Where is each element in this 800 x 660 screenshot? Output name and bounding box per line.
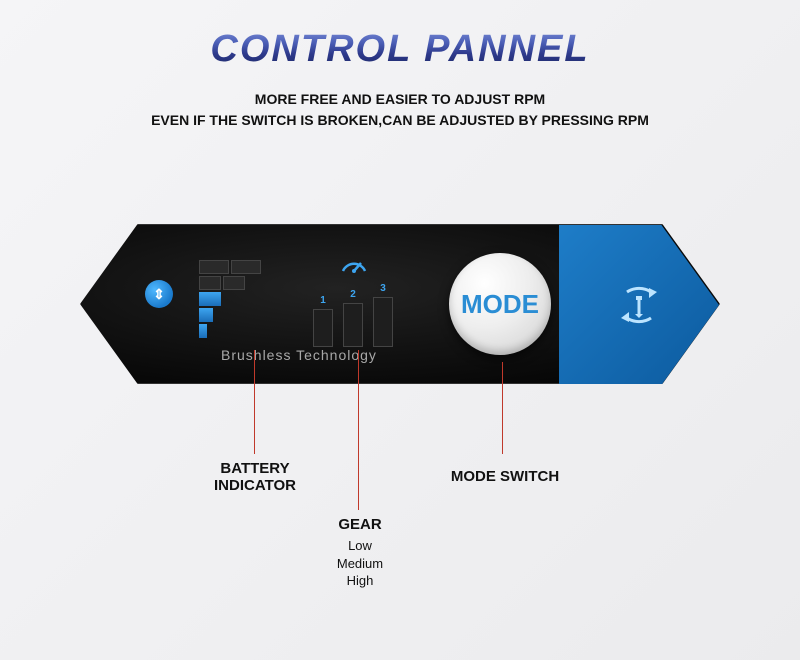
brushless-text: Brushless Technology: [221, 347, 377, 363]
screw-icon: ⇕: [145, 280, 173, 308]
callout-mode-label: MODE SWITCH: [451, 468, 559, 485]
battery-bar-5b: [231, 260, 261, 274]
callout-gear: GEAR Low Medium High: [320, 516, 400, 590]
callout-gear-medium: Medium: [320, 555, 400, 573]
callout-gear-sublist: Low Medium High: [320, 537, 400, 590]
battery-indicator: [199, 260, 261, 338]
callout-battery: BATTERY INDICATOR: [190, 460, 320, 494]
gauge-icon: [339, 255, 369, 280]
gear-bar-3: [373, 297, 393, 347]
control-panel-graphic: ⇕ 1: [80, 224, 720, 384]
screw-icon-glyph: ⇕: [153, 286, 165, 303]
callout-line-gear: [358, 350, 359, 510]
gear-num-1: 1: [320, 295, 326, 306]
panel-body: ⇕ 1: [80, 224, 720, 384]
callout-gear-label: GEAR: [320, 516, 400, 533]
callout-gear-high: High: [320, 572, 400, 590]
gear-col-1: 1: [313, 295, 333, 347]
battery-bar-3: [199, 292, 221, 306]
subtitle-line-1: MORE FREE AND EASIER TO ADJUST RPM: [0, 89, 800, 110]
gear-bar-1: [313, 309, 333, 347]
battery-bar-1: [199, 324, 207, 338]
gear-num-2: 2: [350, 289, 356, 300]
page-title: CONTROL PANNEL: [0, 28, 800, 71]
gear-indicator: 1 2 3: [313, 283, 393, 347]
callout-battery-l1: BATTERY: [190, 460, 320, 477]
callout-line-mode: [502, 362, 503, 454]
right-blue-section: [559, 225, 719, 385]
battery-bar-4a: [199, 276, 221, 290]
battery-bar-4b: [223, 276, 245, 290]
callout-line-battery: [254, 350, 255, 454]
gear-col-3: 3: [373, 283, 393, 347]
subtitle: MORE FREE AND EASIER TO ADJUST RPM EVEN …: [0, 89, 800, 131]
battery-bar-5a: [199, 260, 229, 274]
subtitle-line-2: EVEN IF THE SWITCH IS BROKEN,CAN BE ADJU…: [0, 110, 800, 131]
callout-gear-low: Low: [320, 537, 400, 555]
mode-button-label: MODE: [461, 289, 539, 320]
swap-direction-icon: [609, 280, 669, 330]
mode-button[interactable]: MODE: [449, 253, 551, 355]
battery-bar-2: [199, 308, 213, 322]
callout-battery-l2: INDICATOR: [190, 477, 320, 494]
gear-num-3: 3: [380, 283, 386, 294]
callout-mode: MODE SWITCH: [440, 468, 570, 485]
gear-col-2: 2: [343, 289, 363, 347]
gear-bar-2: [343, 303, 363, 347]
